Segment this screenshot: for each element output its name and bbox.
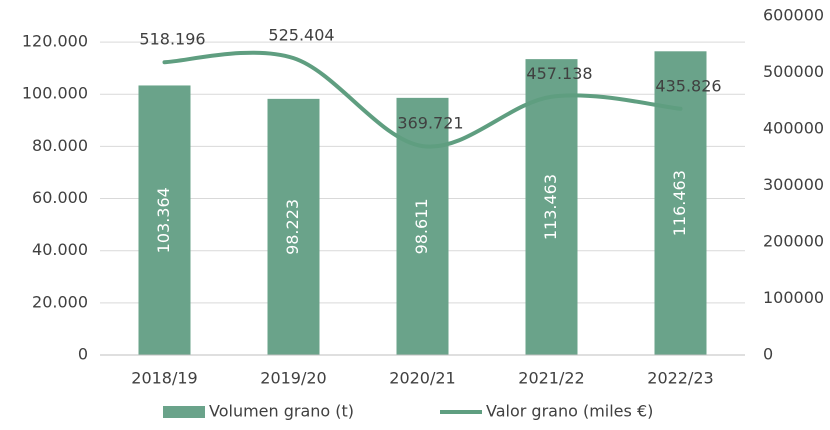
x-tick-label: 2020/21 <box>389 369 455 388</box>
y-tick-label: 80.000 <box>32 136 88 155</box>
bar <box>654 51 707 356</box>
y2-tick-label: 100000 <box>763 288 824 307</box>
y-tick-label: 40.000 <box>32 240 88 259</box>
line-value-label: 369.721 <box>397 114 463 133</box>
line <box>162 50 683 149</box>
bar-value-label: 103.364 <box>154 187 173 253</box>
line-value-label: 525.404 <box>268 26 334 45</box>
y-tick-label: 120.000 <box>22 32 88 51</box>
legend-label: Volumen grano (t) <box>209 402 354 421</box>
y-tick-label: 20.000 <box>32 292 88 311</box>
y2-tick-label: 500000 <box>763 62 824 81</box>
legend-swatch <box>163 406 205 418</box>
y-tick-label: 60.000 <box>32 188 88 207</box>
x-tick-label: 2022/23 <box>647 369 713 388</box>
y2-tick-label: 400000 <box>763 119 824 138</box>
y2-tick-label: 200000 <box>763 232 824 251</box>
line-value-label: 518.196 <box>139 30 205 49</box>
line-value-label: 457.138 <box>526 64 592 83</box>
y2-tick-label: 300000 <box>763 175 824 194</box>
bar-value-label: 98.611 <box>412 198 431 254</box>
x-tick-label: 2019/20 <box>260 369 326 388</box>
x-tick-label: 2021/22 <box>518 369 584 388</box>
y2-tick-label: 600000 <box>763 6 824 25</box>
line-value-label: 435.826 <box>655 76 721 95</box>
y-tick-label: 100.000 <box>22 84 88 103</box>
y-tick-label: 0 <box>78 345 88 364</box>
x-tick-label: 2018/19 <box>131 369 197 388</box>
bar-value-label: 116.463 <box>670 170 689 236</box>
legend-label: Valor grano (miles €) <box>486 402 653 421</box>
bar <box>138 85 191 355</box>
y2-tick-label: 0 <box>763 345 773 364</box>
bar <box>525 59 578 355</box>
bar <box>267 98 320 356</box>
bar-value-label: 113.463 <box>541 174 560 240</box>
bar-value-label: 98.223 <box>283 199 302 255</box>
